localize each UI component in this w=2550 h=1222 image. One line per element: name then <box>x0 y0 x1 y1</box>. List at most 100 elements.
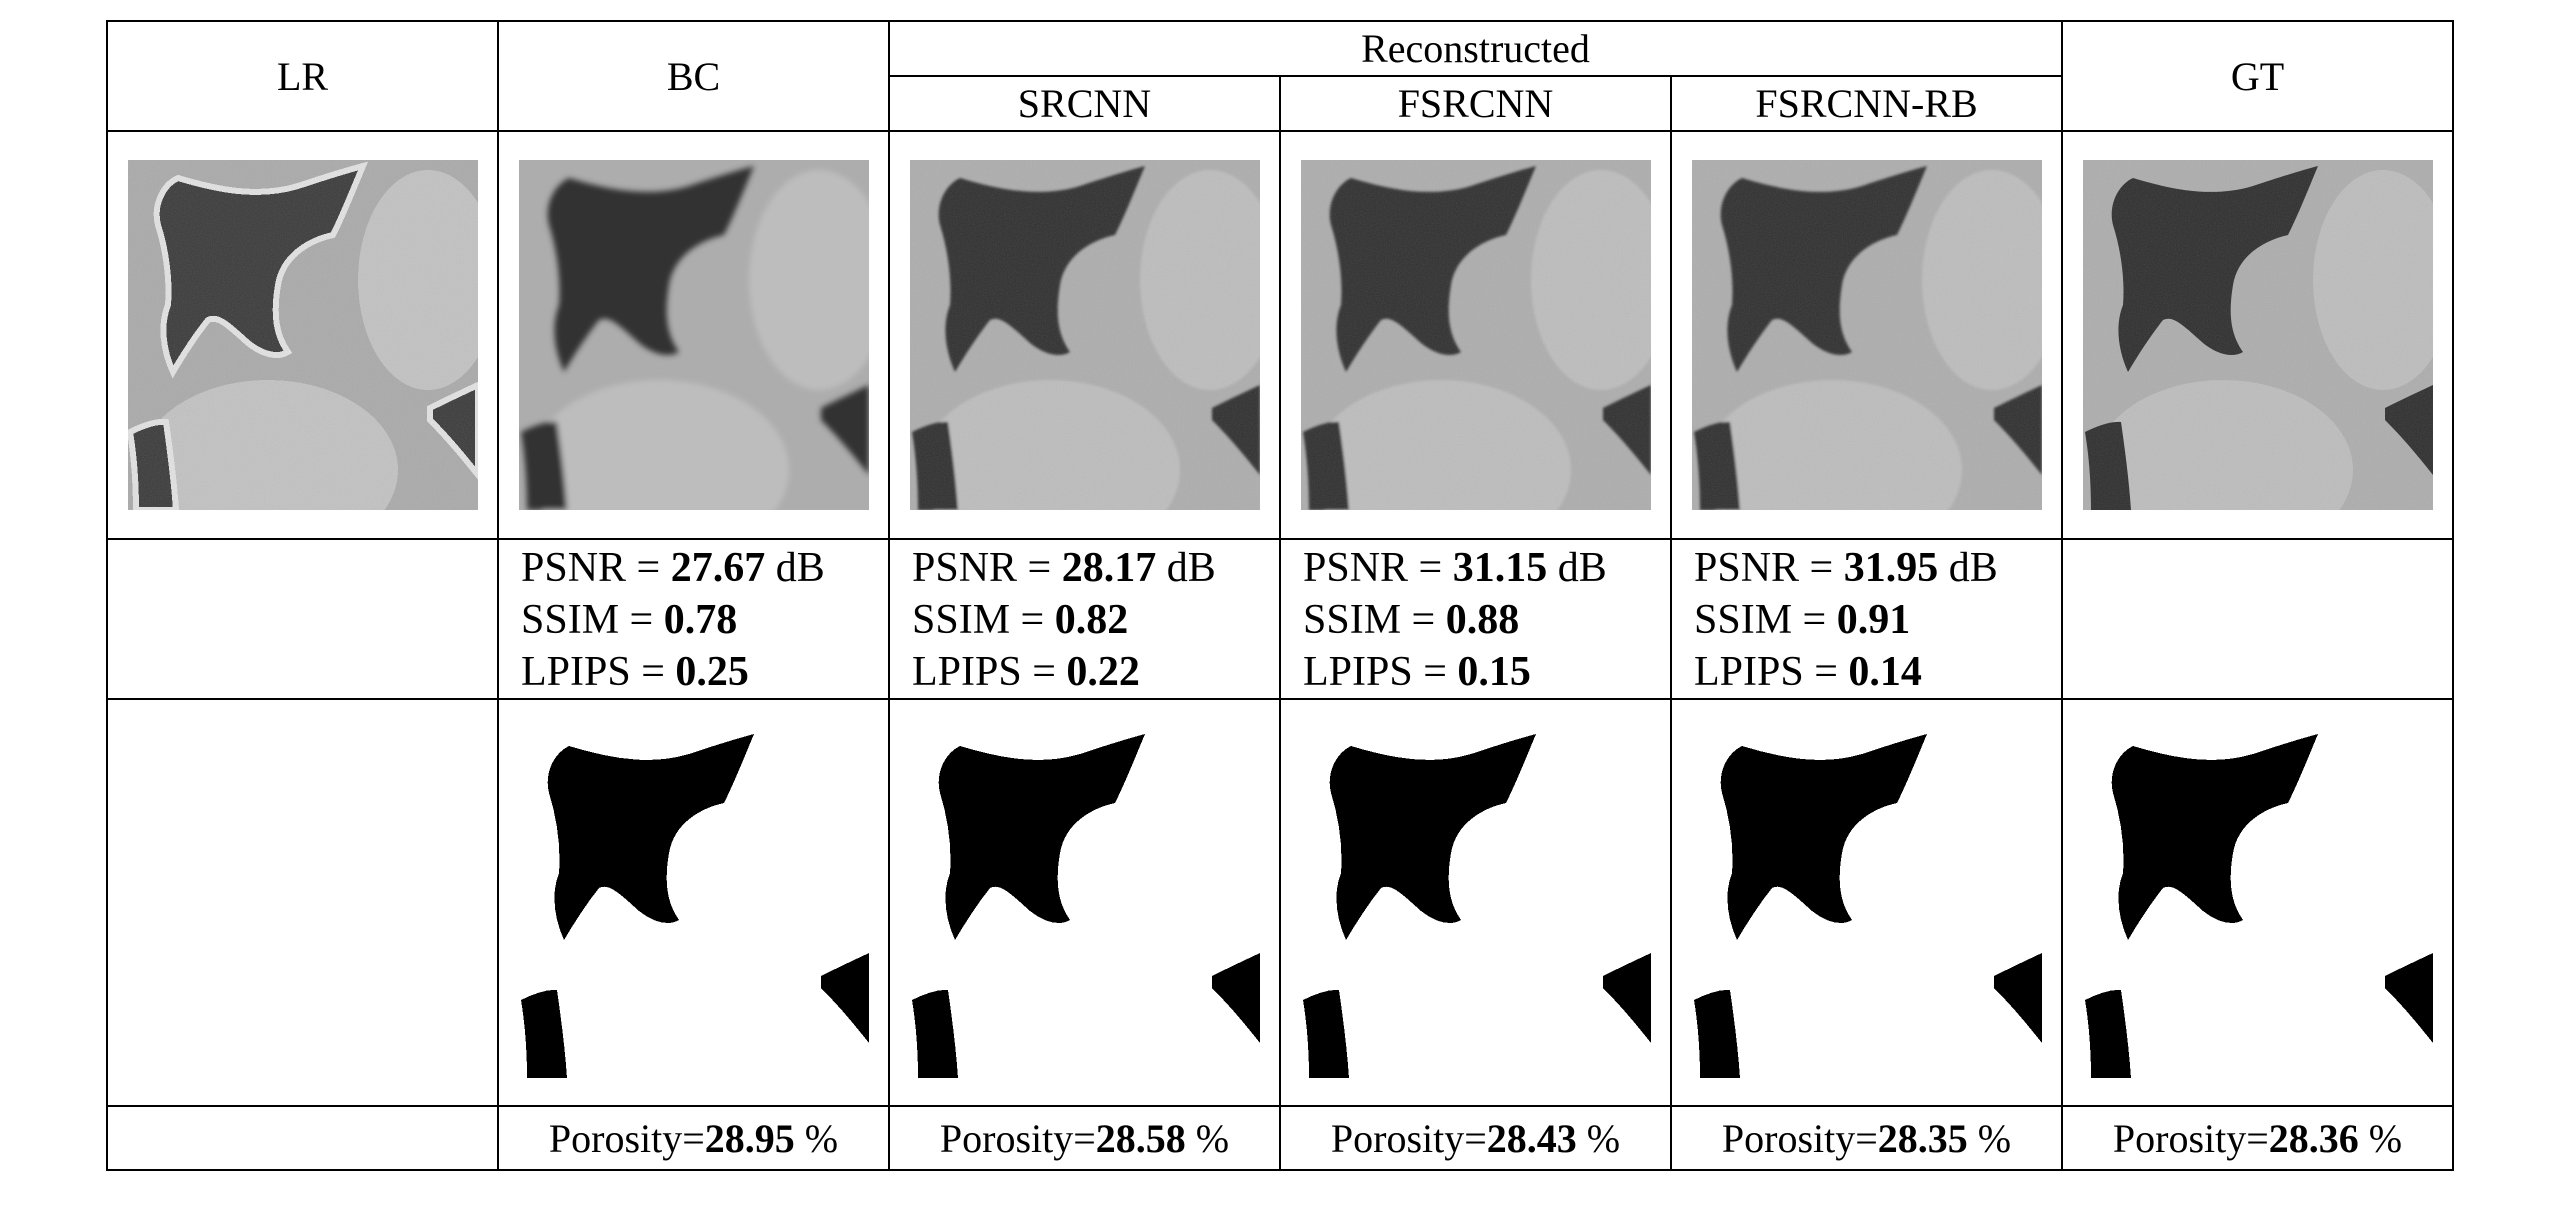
ssim-value: 0.78 <box>663 597 738 643</box>
cell-binary-fsrcnn-rb <box>1670 698 2063 1107</box>
header-lr: LR <box>106 20 499 132</box>
cell-metrics-lr-empty <box>106 538 499 700</box>
header-fsrcnn: FSRCNN <box>1279 75 1672 132</box>
cell-binary-fsrcnn <box>1279 698 1672 1107</box>
cell-binary-lr-empty <box>106 698 499 1107</box>
header-bc: BC <box>497 20 890 132</box>
cell-binary-srcnn <box>888 698 1281 1107</box>
metrics-fsrcnn: PSNR = 31.15 dB SSIM = 0.88 LPIPS = 0.15 <box>1281 540 1670 698</box>
cell-porosity-fsrcnn-rb: Porosity=28.35 % <box>1670 1105 2063 1171</box>
comparison-figure-table: LR BC Reconstructed GT SRCNN FSRCNN FSRC… <box>106 20 2454 1171</box>
cell-metrics-srcnn: PSNR = 28.17 dB SSIM = 0.82 LPIPS = 0.22 <box>888 538 1281 700</box>
cell-image-bc <box>497 130 890 540</box>
psnr-line: PSNR = 27.67 dB <box>521 542 888 594</box>
lpips-label: LPIPS = <box>912 649 1067 695</box>
ssim-value: 0.88 <box>1445 597 1520 643</box>
porosity-value: 28.58 <box>1095 1115 1186 1161</box>
lpips-line: LPIPS = 0.22 <box>912 646 1279 698</box>
ssim-value: 0.91 <box>1836 597 1911 643</box>
lpips-label: LPIPS = <box>521 649 676 695</box>
porosity-value: 28.95 <box>704 1115 795 1161</box>
psnr-label: PSNR = <box>1694 545 1844 591</box>
srcnn-binary-image <box>909 727 1260 1078</box>
metrics-fsrcnn-rb: PSNR = 31.95 dB SSIM = 0.91 LPIPS = 0.14 <box>1672 540 2061 698</box>
header-gt: GT <box>2061 20 2454 132</box>
ssim-label: SSIM = <box>1694 597 1837 643</box>
cell-metrics-bc: PSNR = 27.67 dB SSIM = 0.78 LPIPS = 0.25 <box>497 538 890 700</box>
porosity-fsrcnn: Porosity=28.43 % <box>1331 1116 1620 1161</box>
psnr-label: PSNR = <box>521 545 671 591</box>
ssim-line: SSIM = 0.91 <box>1694 594 2061 646</box>
cell-binary-bc <box>497 698 890 1107</box>
srcnn-image <box>909 160 1260 510</box>
lpips-value: 0.22 <box>1066 649 1140 695</box>
cell-porosity-lr-empty <box>106 1105 499 1171</box>
lpips-value: 0.15 <box>1457 649 1531 695</box>
lpips-value: 0.14 <box>1848 649 1922 695</box>
cell-image-fsrcnn <box>1279 130 1672 540</box>
gt-image <box>2082 160 2433 510</box>
ssim-label: SSIM = <box>1303 597 1446 643</box>
bc-binary-image <box>518 727 869 1078</box>
psnr-unit: dB <box>1938 545 1998 591</box>
cell-image-gt <box>2061 130 2454 540</box>
psnr-unit: dB <box>1156 545 1216 591</box>
porosity-bc: Porosity=28.95 % <box>549 1116 838 1161</box>
cell-metrics-gt-empty <box>2061 538 2454 700</box>
porosity-unit: % <box>1967 1115 2012 1161</box>
porosity-unit: % <box>794 1115 839 1161</box>
porosity-srcnn: Porosity=28.58 % <box>940 1116 1229 1161</box>
porosity-value: 28.36 <box>2268 1115 2359 1161</box>
porosity-unit: % <box>2358 1115 2403 1161</box>
psnr-line: PSNR = 31.95 dB <box>1694 542 2061 594</box>
ssim-value: 0.82 <box>1054 597 1129 643</box>
metrics-bc: PSNR = 27.67 dB SSIM = 0.78 LPIPS = 0.25 <box>499 540 888 698</box>
cell-porosity-bc: Porosity=28.95 % <box>497 1105 890 1171</box>
porosity-label: Porosity= <box>548 1115 705 1161</box>
cell-porosity-srcnn: Porosity=28.58 % <box>888 1105 1281 1171</box>
porosity-fsrcnn-rb: Porosity=28.35 % <box>1722 1116 2011 1161</box>
header-fsrcnn-rb: FSRCNN-RB <box>1670 75 2063 132</box>
fsrcnn-image <box>1300 160 1651 510</box>
fsrcnn-binary-image <box>1300 727 1651 1078</box>
psnr-unit: dB <box>1547 545 1607 591</box>
lpips-line: LPIPS = 0.25 <box>521 646 888 698</box>
lpips-label: LPIPS = <box>1303 649 1458 695</box>
porosity-unit: % <box>1576 1115 1621 1161</box>
porosity-label: Porosity= <box>1721 1115 1878 1161</box>
psnr-unit: dB <box>765 545 825 591</box>
porosity-unit: % <box>1185 1115 1230 1161</box>
psnr-line: PSNR = 31.15 dB <box>1303 542 1670 594</box>
lpips-line: LPIPS = 0.14 <box>1694 646 2061 698</box>
ssim-line: SSIM = 0.88 <box>1303 594 1670 646</box>
porosity-label: Porosity= <box>939 1115 1096 1161</box>
cell-porosity-fsrcnn: Porosity=28.43 % <box>1279 1105 1672 1171</box>
cell-binary-gt <box>2061 698 2454 1107</box>
ssim-label: SSIM = <box>521 597 664 643</box>
bc-image <box>518 160 869 510</box>
porosity-gt: Porosity=28.36 % <box>2113 1116 2402 1161</box>
fsrcnn-rb-image <box>1691 160 2042 510</box>
lpips-value: 0.25 <box>675 649 749 695</box>
ssim-line: SSIM = 0.82 <box>912 594 1279 646</box>
porosity-value: 28.35 <box>1877 1115 1968 1161</box>
cell-metrics-fsrcnn: PSNR = 31.15 dB SSIM = 0.88 LPIPS = 0.15 <box>1279 538 1672 700</box>
psnr-value: 28.17 <box>1061 545 1157 591</box>
ssim-line: SSIM = 0.78 <box>521 594 888 646</box>
psnr-value: 27.67 <box>670 545 766 591</box>
porosity-label: Porosity= <box>2112 1115 2269 1161</box>
ssim-label: SSIM = <box>912 597 1055 643</box>
gt-binary-image <box>2082 727 2433 1078</box>
psnr-label: PSNR = <box>1303 545 1453 591</box>
cell-porosity-gt: Porosity=28.36 % <box>2061 1105 2454 1171</box>
cell-image-srcnn <box>888 130 1281 540</box>
porosity-label: Porosity= <box>1330 1115 1487 1161</box>
lpips-line: LPIPS = 0.15 <box>1303 646 1670 698</box>
psnr-value: 31.95 <box>1843 545 1939 591</box>
header-srcnn: SRCNN <box>888 75 1281 132</box>
fsrcnn-rb-binary-image <box>1691 727 2042 1078</box>
header-reconstructed: Reconstructed <box>888 20 2063 77</box>
metrics-srcnn: PSNR = 28.17 dB SSIM = 0.82 LPIPS = 0.22 <box>890 540 1279 698</box>
cell-metrics-fsrcnn-rb: PSNR = 31.95 dB SSIM = 0.91 LPIPS = 0.14 <box>1670 538 2063 700</box>
lpips-label: LPIPS = <box>1694 649 1849 695</box>
